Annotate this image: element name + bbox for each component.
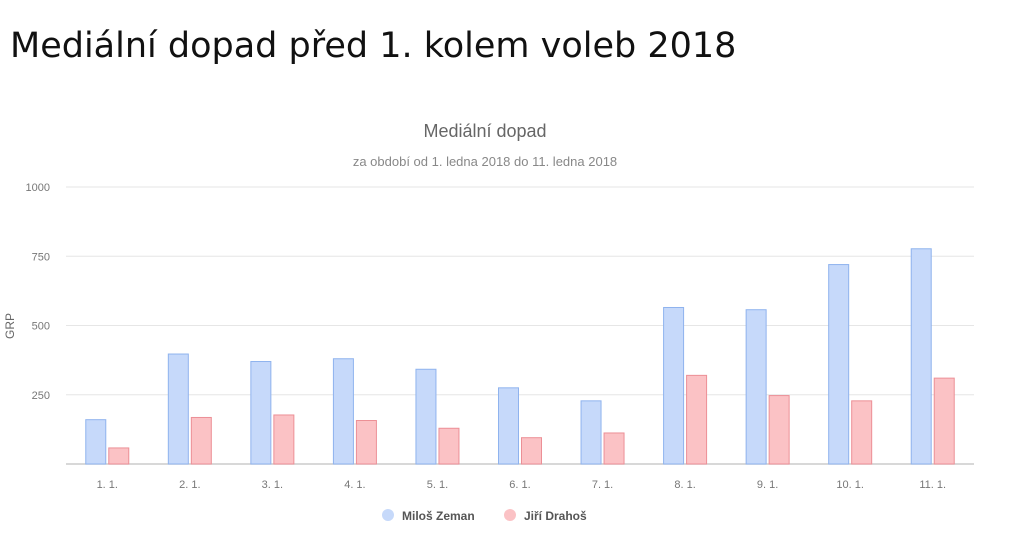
- bar-zeman-2[interactable]: [167, 353, 189, 465]
- bar-drahos-10[interactable]: [851, 400, 873, 465]
- x-tick-label: 11. 1.: [919, 479, 946, 491]
- bar-zeman-8[interactable]: [663, 306, 685, 465]
- chart-subtitle: za období od 1. ledna 2018 do 11. ledna …: [353, 154, 617, 169]
- legend-item-drahos[interactable]: Jiří Drahoš: [504, 509, 587, 523]
- bar-zeman-5[interactable]: [415, 368, 437, 465]
- chart-title: Mediální dopad: [423, 121, 546, 141]
- bar-zeman-11[interactable]: [910, 248, 932, 465]
- bar-drahos-11[interactable]: [933, 377, 955, 465]
- bar-drahos-8[interactable]: [686, 374, 708, 465]
- legend-label: Jiří Drahoš: [524, 509, 587, 523]
- bar-drahos-5[interactable]: [438, 427, 460, 465]
- bar-drahos-3[interactable]: [273, 414, 295, 465]
- bar-drahos-7[interactable]: [603, 432, 625, 465]
- y-tick-labels: 250 500 750 1000: [26, 182, 50, 402]
- legend-label: Miloš Zeman: [402, 509, 475, 523]
- x-tick-label: 8. 1.: [674, 479, 695, 491]
- x-tick-label: 10. 1.: [836, 479, 864, 491]
- bar-zeman-10[interactable]: [828, 264, 850, 465]
- bar-zeman-7[interactable]: [580, 400, 602, 465]
- y-tick-label: 1000: [26, 182, 50, 194]
- bar-zeman-4[interactable]: [332, 358, 354, 465]
- bar-zeman-9[interactable]: [745, 309, 767, 465]
- bar-zeman-6[interactable]: [498, 387, 519, 465]
- x-tick-label: 7. 1.: [592, 479, 613, 491]
- bar-drahos-9[interactable]: [768, 395, 790, 465]
- gridlines: [66, 186, 974, 465]
- bar-drahos-4[interactable]: [355, 420, 377, 465]
- bar-zeman-1[interactable]: [85, 419, 107, 465]
- y-tick-label: 500: [32, 321, 50, 333]
- y-tick-label: 750: [32, 251, 50, 263]
- bar-drahos-6[interactable]: [521, 437, 542, 465]
- x-tick-label: 6. 1.: [509, 479, 530, 491]
- bar-zeman-3[interactable]: [250, 361, 272, 465]
- bars: [85, 248, 955, 465]
- bar-drahos-1[interactable]: [108, 447, 130, 465]
- x-tick-label: 5. 1.: [427, 479, 448, 491]
- x-tick-label: 2. 1.: [179, 479, 200, 491]
- y-axis-label: GRP: [3, 313, 17, 339]
- legend-item-zeman[interactable]: Miloš Zeman: [382, 509, 475, 523]
- x-tick-label: 1. 1.: [97, 479, 118, 491]
- legend-marker: [504, 509, 516, 521]
- x-tick-label: 4. 1.: [344, 479, 365, 491]
- x-tick-label: 3. 1.: [262, 479, 283, 491]
- x-tick-label: 9. 1.: [757, 479, 778, 491]
- y-tick-label: 250: [32, 390, 50, 402]
- x-tick-labels: 1. 1. 2. 1. 3. 1. 4. 1. 5. 1. 6. 1. 7. 1. 8. 1.…: [97, 479, 947, 491]
- legend-marker: [382, 509, 394, 521]
- bar-drahos-2[interactable]: [190, 416, 212, 465]
- legend[interactable]: Miloš Zeman Jiří Drahoš: [382, 509, 587, 523]
- slide-title: Mediální dopad před 1. kolem voleb 2018: [10, 26, 737, 66]
